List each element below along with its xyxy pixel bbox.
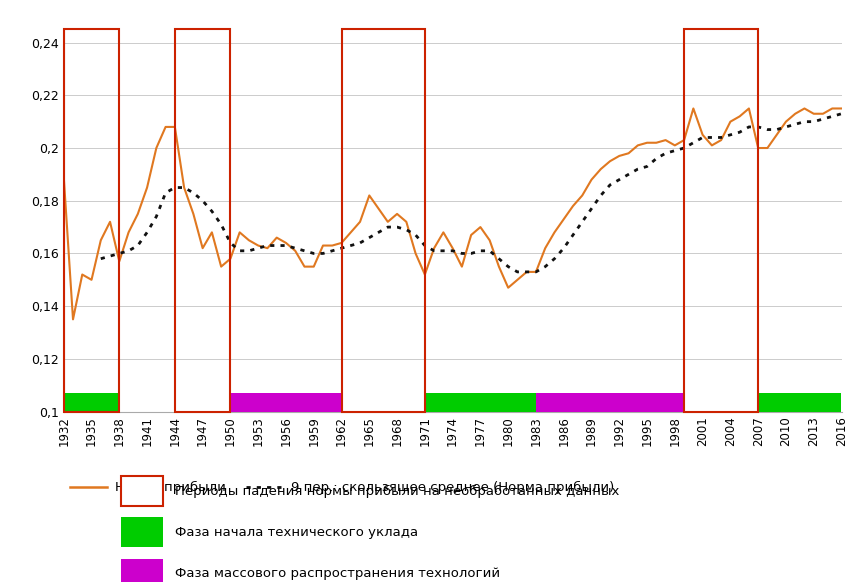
Bar (425, 393, 536, 412)
Bar (64, 29, 119, 412)
Bar (342, 29, 425, 412)
Bar (684, 29, 758, 412)
Bar (121, 517, 163, 547)
Bar (64, 393, 119, 412)
Text: Фаза начала технического уклада: Фаза начала технического уклада (175, 526, 418, 539)
Bar (175, 29, 230, 412)
FancyBboxPatch shape (121, 476, 163, 506)
Bar (536, 393, 684, 412)
Legend: Норма прибыли, 9 пер.: скользящее среднее (Норма прибыли): Норма прибыли, 9 пер.: скользящее средне… (71, 481, 614, 495)
Text: Фаза массового распространения технологий: Фаза массового распространения технологи… (175, 567, 500, 580)
Bar (230, 393, 342, 412)
Bar (758, 393, 842, 412)
Text: Периоды падения нормы прибыли на необработанных данных: Периоды падения нормы прибыли на необраб… (175, 485, 619, 497)
Bar (121, 559, 163, 588)
